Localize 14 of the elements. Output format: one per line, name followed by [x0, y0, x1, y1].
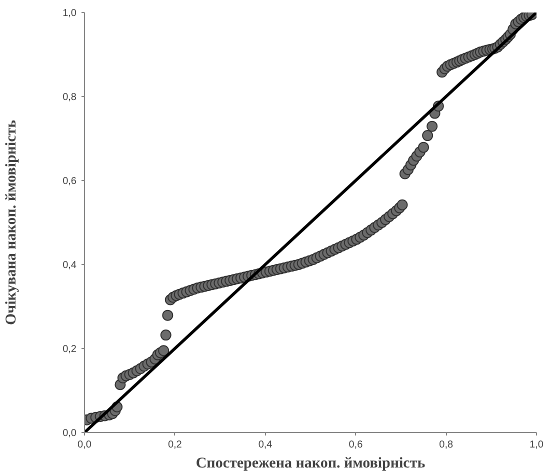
y-tick-label: 0,6: [62, 176, 77, 187]
x-tick-label: 0,0: [78, 440, 92, 450]
y-tick-label: 0,4: [62, 260, 77, 271]
x-tick-label: 1,0: [530, 440, 544, 450]
y-tick-label: 0,0: [62, 428, 77, 439]
y-tick-label: 1,0: [62, 8, 77, 19]
y-tick-label: 0,2: [62, 344, 77, 355]
x-tick-label: 0,4: [258, 440, 273, 450]
x-tick-label: 0,2: [168, 440, 182, 450]
x-tick-label: 0,8: [439, 440, 454, 450]
x-axis-title: Спостережена накоп. ймовірність: [196, 456, 426, 472]
y-axis-title: Очікувана накоп. ймовірність: [4, 120, 20, 326]
y-tick-label: 0,8: [62, 92, 77, 103]
x-tick-label: 0,6: [348, 440, 364, 450]
